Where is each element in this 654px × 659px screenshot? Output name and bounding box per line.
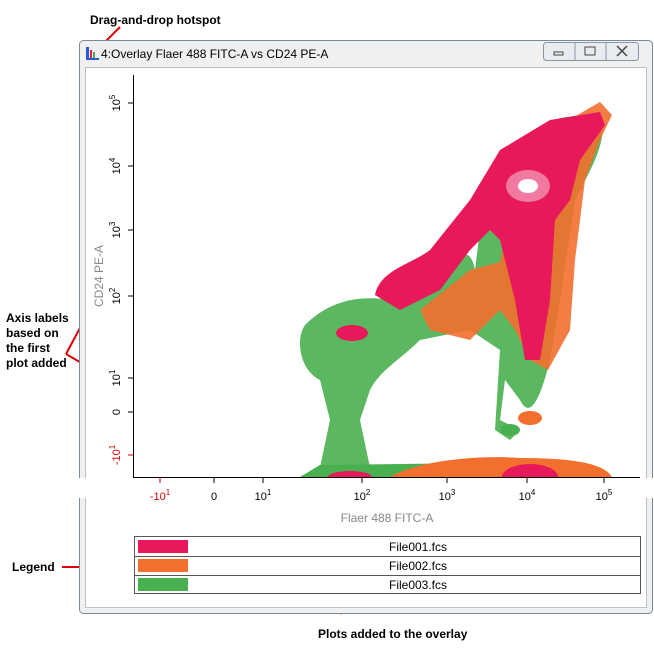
y-axis-label: CD24 PE-A	[92, 245, 106, 307]
y-tick-label: 104	[108, 157, 123, 174]
annotation: Drag-and-drop hotspot	[90, 13, 221, 27]
tick-base: 10	[255, 491, 267, 503]
tick-exponent: 1	[267, 488, 272, 497]
x-tick-label: 102	[354, 488, 371, 503]
x-tick-label: 105	[596, 488, 613, 503]
annotation: plot added	[6, 356, 67, 370]
tick-exponent: 4	[531, 488, 536, 497]
y-tick-label: 101	[108, 369, 123, 386]
x-tick-label: 103	[439, 488, 456, 503]
tick-base: 0	[111, 409, 123, 415]
tick-base: -10	[150, 491, 166, 503]
axes	[133, 75, 640, 478]
tick-exponent: 4	[108, 157, 117, 162]
tick-exponent: 5	[108, 94, 117, 99]
annotation: Legend	[12, 560, 55, 574]
x-tick-label: 104	[519, 488, 536, 503]
tick-base: -10	[111, 449, 123, 465]
density-plot	[0, 102, 654, 498]
legend-label: File001.fcs	[389, 540, 447, 554]
tick-base: 10	[596, 491, 608, 503]
x-tick-label: 0	[211, 491, 217, 503]
tick-base: 10	[111, 292, 123, 304]
legend-label: File003.fcs	[389, 578, 447, 592]
tick-base: 0	[211, 491, 217, 503]
tick-base: 10	[111, 226, 123, 238]
x-tick-label: -101	[150, 488, 171, 503]
tick-exponent: 1	[166, 488, 171, 497]
y-tick-label: 0	[111, 409, 123, 415]
annotation: the first	[6, 341, 50, 355]
tick-base: 10	[439, 491, 451, 503]
x-tick-label: 101	[255, 488, 272, 503]
legend-swatch	[138, 540, 188, 553]
tick-exponent: 2	[108, 287, 117, 292]
tick-exponent: 3	[108, 221, 117, 226]
tick-exponent: 2	[366, 488, 371, 497]
y-tick-label: 102	[108, 287, 123, 304]
hotspot-icon[interactable]	[86, 47, 99, 60]
x-axis-label: Flaer 488 FITC-A	[341, 511, 434, 525]
tick-base: 10	[519, 491, 531, 503]
annotation: based on	[6, 326, 59, 340]
tick-base: 10	[111, 374, 123, 386]
tick-exponent: 1	[108, 444, 117, 449]
annotation: Plots added to the overlay	[318, 627, 468, 641]
tick-base: 10	[354, 491, 366, 503]
legend-swatch	[138, 559, 188, 572]
tick-exponent: 5	[608, 488, 613, 497]
tick-base: 10	[111, 162, 123, 174]
tick-base: 10	[111, 99, 123, 111]
y-tick-label: 103	[108, 221, 123, 238]
window-buttons[interactable]	[543, 42, 639, 61]
legend: File001.fcs File002.fcs File003.fcs	[134, 536, 641, 594]
legend-label: File002.fcs	[389, 559, 447, 573]
legend-swatch	[138, 578, 188, 591]
y-tick-label: 105	[108, 94, 123, 111]
window-title: 4:Overlay Flaer 488 FITC-A vs CD24 PE-A	[101, 47, 328, 61]
tick-exponent: 3	[451, 488, 456, 497]
tick-exponent: 1	[108, 369, 117, 374]
annotation: Axis labels	[6, 311, 69, 325]
y-tick-label: -101	[108, 444, 123, 465]
